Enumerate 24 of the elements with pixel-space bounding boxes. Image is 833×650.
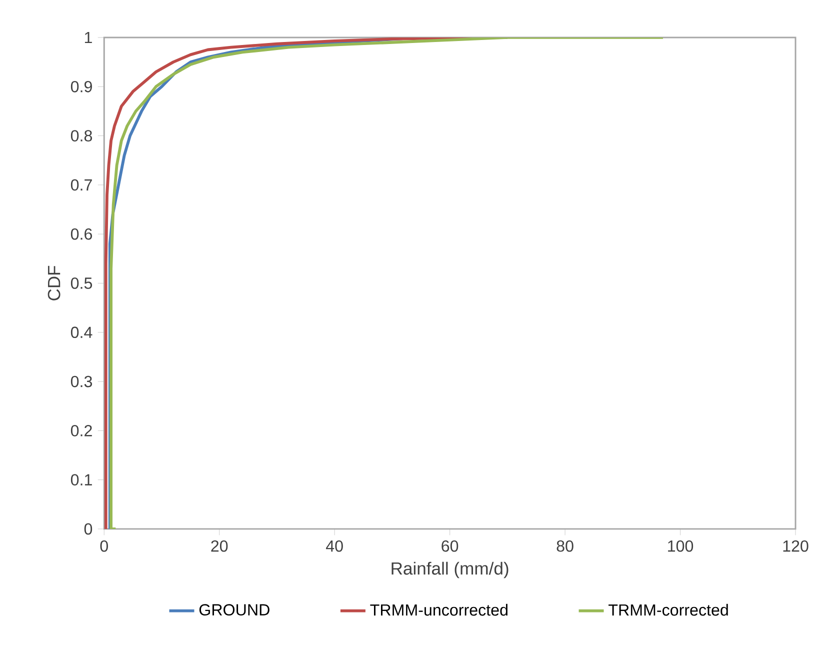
y-tick-label: 0.6: [70, 228, 92, 240]
y-tick-label: 0.3: [70, 376, 92, 388]
legend-label: TRMM-corrected: [608, 604, 728, 616]
x-tick-label: 40: [326, 540, 343, 552]
x-axis-title: Rainfall (mm/d): [392, 562, 508, 578]
line-series: [110, 38, 664, 530]
y-tick-label: 0.9: [70, 81, 92, 92]
y-tick-label: 0.7: [70, 179, 92, 191]
y-tick-label: 0: [84, 523, 92, 535]
y-tick-label: 1: [84, 32, 92, 44]
x-tick-label: 100: [668, 540, 694, 552]
y-tick-label: 0.8: [70, 130, 92, 142]
y-tick-label: 0.5: [70, 278, 92, 290]
x-tick-label: 80: [556, 540, 574, 552]
legend-label: GROUND: [199, 604, 270, 616]
y-tick-label: 0.2: [70, 425, 92, 436]
y-axis-title: CDF: [48, 266, 60, 300]
y-tick-label: 0.1: [70, 474, 92, 486]
x-tick-label: 20: [211, 540, 228, 552]
x-tick-label: 120: [783, 540, 808, 552]
legend-label: TRMM-uncorrected: [370, 604, 508, 616]
x-tick-label: 60: [442, 540, 458, 552]
x-tick-label: 0: [100, 540, 108, 552]
y-tick-label: 0.4: [70, 326, 92, 338]
